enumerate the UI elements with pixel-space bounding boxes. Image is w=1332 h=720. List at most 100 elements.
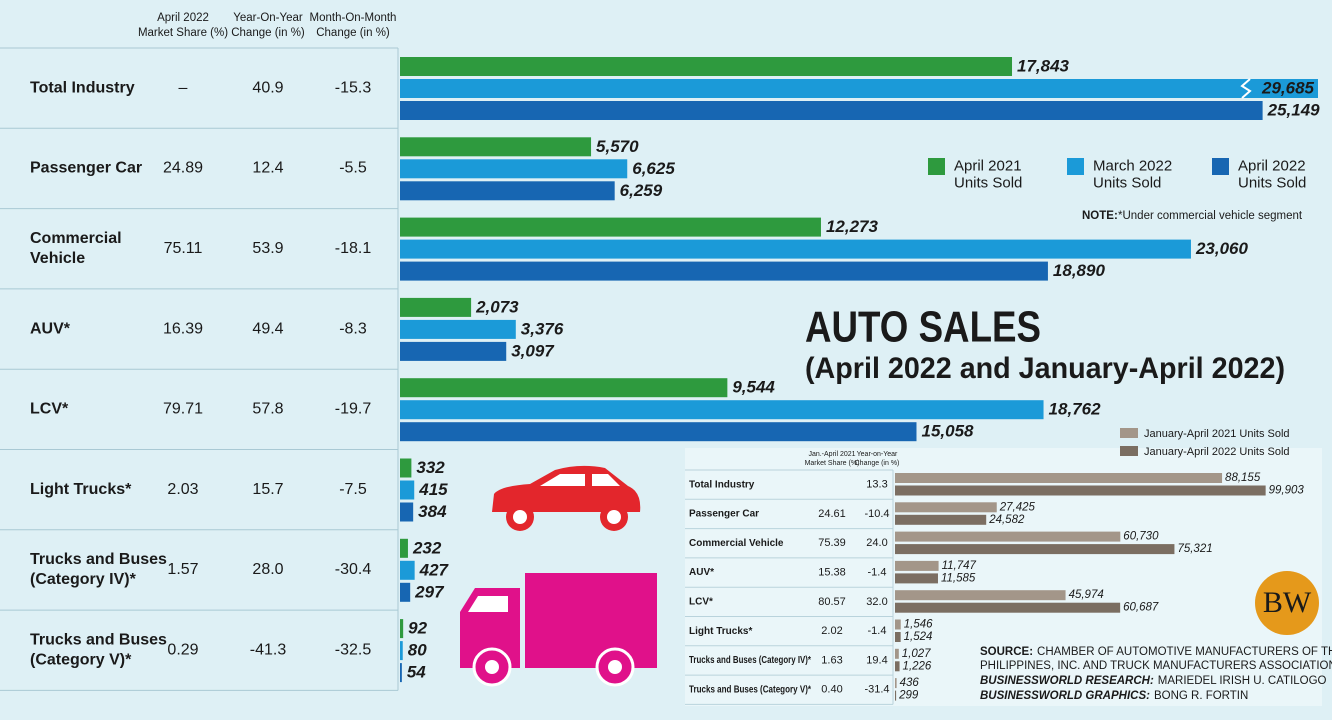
table-value: 80.57	[818, 596, 846, 608]
value-label: 9,544	[732, 378, 775, 397]
text-line: Commercial	[30, 230, 122, 247]
table-value: –	[179, 79, 188, 96]
value-label: 11,747	[942, 560, 977, 572]
source-line: CHAMBER OF AUTOMOTIVE MANUFACTURERS OF T…	[1037, 646, 1332, 658]
legend-label: March 2022 Units Sold	[1093, 157, 1172, 191]
source-line: PHILIPPINES, INC. AND TRUCK MANUFACTURER…	[980, 660, 1332, 672]
source-label: SOURCE:	[980, 646, 1033, 658]
bar	[400, 239, 1191, 259]
bar	[400, 560, 415, 580]
table-value: 2.02	[821, 625, 842, 637]
value-label: 75,321	[1177, 543, 1212, 555]
text-line: Units Sold	[954, 174, 1022, 191]
bar	[895, 485, 1266, 496]
credit-name: BONG R. FORTIN	[1154, 690, 1248, 702]
table-value: -15.3	[335, 79, 372, 96]
value-label: 3,376	[521, 319, 564, 338]
category-label: Trucks and Buses (Category IV)*	[689, 655, 811, 666]
table-value: -1.4	[868, 625, 887, 637]
table-value: -18.1	[335, 240, 372, 257]
table-value: 2.03	[167, 481, 198, 498]
bar	[895, 544, 1175, 555]
bar	[895, 619, 901, 630]
table-value: 24.89	[163, 160, 203, 177]
table-value: 49.4	[252, 320, 283, 337]
value-label: 384	[418, 502, 447, 521]
value-label: 6,625	[632, 159, 675, 178]
table-value: 75.39	[818, 537, 846, 549]
table-value: -41.3	[250, 641, 287, 658]
bar	[400, 181, 615, 201]
subtitle: (April 2022 and January-April 2022)	[805, 352, 1285, 385]
text-line: Trucks and Buses	[30, 631, 167, 648]
bar	[400, 400, 1044, 420]
value-label: 3,097	[511, 341, 555, 360]
category-label: AUV*	[30, 320, 71, 337]
value-label: 23,060	[1195, 239, 1249, 258]
text-line: April 2022	[1238, 157, 1306, 174]
credit: BUSINESSWORLD RESEARCH: MARIEDEL IRISH U.…	[980, 675, 1327, 687]
text-line: Units Sold	[1238, 174, 1306, 191]
value-label: 25,149	[1267, 100, 1321, 119]
category-label: Total Industry	[689, 479, 755, 490]
bar	[400, 422, 917, 442]
text-line: Units Sold	[1093, 174, 1161, 191]
bar	[400, 458, 412, 478]
value-label: 2,073	[475, 297, 519, 316]
value-label: 1,226	[903, 660, 932, 672]
category-label: Passenger Car	[30, 160, 142, 177]
category-label: Trucks and Buses (Category V)*	[30, 631, 167, 668]
bar	[400, 101, 1263, 120]
table-value: 16.39	[163, 320, 203, 337]
table-value: 1.57	[167, 561, 198, 578]
column-header: April 2022	[157, 12, 209, 24]
bar	[895, 690, 897, 701]
table-value: 24.61	[818, 508, 846, 520]
table-value: 19.4	[866, 654, 887, 666]
table-value: -31.4	[864, 684, 889, 696]
table-value: -8.3	[339, 320, 367, 337]
text-line: Vehicle	[30, 250, 85, 267]
bar	[895, 661, 900, 672]
category-label: LCV*	[689, 596, 713, 607]
bar	[400, 538, 408, 558]
value-label: 27,425	[999, 501, 1036, 513]
bar	[400, 159, 628, 179]
credit-name: MARIEDEL IRISH U. CATILOGO	[1158, 675, 1327, 687]
text-line: (Category V)*	[30, 651, 132, 668]
legend-label: April 2022 Units Sold	[1238, 157, 1306, 191]
text-line: March 2022	[1093, 157, 1172, 174]
bar	[400, 641, 403, 661]
value-label: 415	[418, 480, 448, 499]
logo: BW	[1263, 586, 1312, 619]
title: AUTO SALES	[805, 303, 1041, 352]
text-line: Trucks and Buses	[30, 551, 167, 568]
bar	[400, 217, 821, 237]
bar	[895, 573, 938, 584]
logo-circle	[1255, 571, 1319, 635]
category-label: Commercial Vehicle	[30, 230, 122, 267]
legend-swatch	[928, 158, 945, 175]
value-label: 18,890	[1053, 261, 1106, 280]
table-value: 0.29	[167, 641, 198, 658]
table-value: 15.7	[252, 481, 283, 498]
table-value: -32.5	[335, 641, 372, 658]
column-header: Market Share (%)	[138, 27, 228, 39]
bar	[895, 531, 1121, 542]
value-label: 99,903	[1269, 485, 1305, 497]
table-value: 32.0	[866, 596, 887, 608]
value-label: 54	[407, 663, 426, 682]
car-icon	[492, 465, 641, 531]
bar	[400, 319, 516, 339]
credit-label: BUSINESSWORLD GRAPHICS:	[980, 690, 1150, 702]
table-value: -19.7	[335, 401, 372, 418]
bar	[400, 619, 404, 639]
table-value: 53.9	[252, 240, 283, 257]
value-label: 297	[414, 582, 445, 601]
value-label: 60,730	[1123, 531, 1159, 543]
category-label: AUV*	[689, 567, 714, 578]
table-value: 0.40	[821, 684, 842, 696]
bar	[895, 648, 899, 659]
bar	[895, 560, 939, 571]
category-label: Trucks and Buses (Category V)*	[689, 684, 811, 695]
